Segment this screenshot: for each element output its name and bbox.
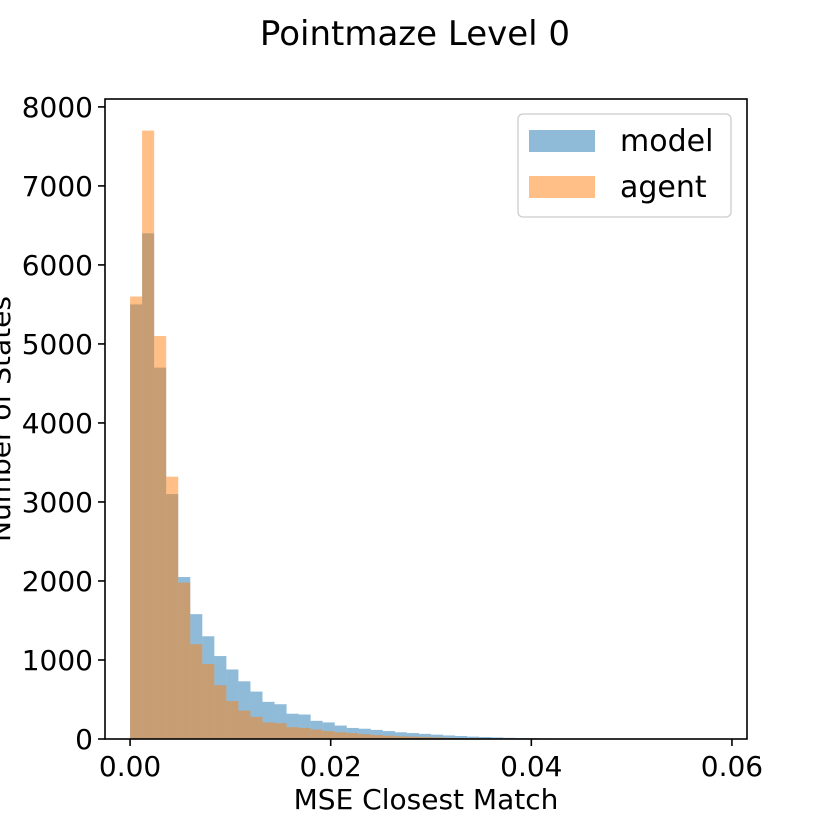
- bar-agent-17: [334, 732, 347, 739]
- bar-agent-20: [370, 735, 383, 739]
- bar-model-20: [370, 729, 383, 739]
- bar-agent-13: [286, 727, 299, 739]
- x-tick-label: 0.06: [701, 750, 763, 783]
- bar-agent-21: [382, 735, 395, 739]
- bar-agent-5: [190, 644, 203, 739]
- bar-agent-12: [274, 723, 287, 739]
- plot-frame: [104, 98, 748, 740]
- y-tick-label: 5000: [22, 328, 93, 361]
- bar-agent-10: [250, 716, 263, 739]
- bar-model-26: [443, 735, 456, 739]
- bar-model-25: [431, 734, 444, 739]
- y-tick-label: 4000: [22, 407, 93, 440]
- chart-title: Pointmaze Level 0: [260, 14, 570, 54]
- histogram-bars: [130, 130, 684, 740]
- x-axis-label: MSE Closest Match: [294, 783, 559, 816]
- bar-agent-14: [298, 727, 311, 739]
- x-axis: 0.00 0.02 0.04 0.06: [99, 739, 763, 783]
- bar-model-21: [382, 731, 395, 739]
- y-axis: 0 1000 2000 3000 4000 5000 6000 7000 8000: [22, 91, 105, 756]
- bar-model-24: [418, 733, 432, 739]
- bar-agent-19: [358, 734, 371, 739]
- bar-model-28: [467, 736, 480, 739]
- legend-swatch-agent: [529, 176, 595, 198]
- bar-agent-3: [166, 476, 179, 739]
- y-tick-label: 6000: [22, 249, 93, 282]
- y-tick-label: 2000: [22, 565, 93, 598]
- y-tick-label: 7000: [22, 170, 93, 203]
- bar-agent-11: [262, 722, 275, 739]
- bar-agent-24: [418, 737, 432, 739]
- bar-agent-15: [310, 729, 323, 739]
- bar-agent-1: [142, 130, 155, 740]
- x-tick-label: 0.00: [99, 750, 161, 783]
- legend-swatch-model: [529, 130, 595, 152]
- legend-label-agent: agent: [620, 170, 707, 205]
- bar-agent-8: [226, 701, 239, 739]
- bar-agent-18: [346, 733, 359, 739]
- y-tick-label: 0: [75, 723, 93, 756]
- y-tick-label: 3000: [22, 486, 93, 519]
- x-tick-label: 0.04: [500, 750, 562, 783]
- bar-agent-2: [154, 336, 167, 739]
- bar-agent-16: [322, 731, 335, 739]
- legend: model agent: [517, 113, 732, 218]
- legend-label-model: model: [620, 124, 713, 159]
- bar-model-22: [394, 732, 407, 739]
- bar-agent-23: [406, 736, 419, 739]
- bar-agent-22: [394, 736, 407, 739]
- bar-agent-7: [214, 685, 227, 739]
- bar-model-23: [406, 733, 419, 739]
- bar-agent-0: [130, 296, 143, 739]
- bar-model-19: [358, 728, 371, 739]
- bar-agent-9: [238, 710, 251, 739]
- bar-model-29: [479, 737, 492, 739]
- bar-agent-6: [202, 663, 215, 739]
- x-tick-label: 0.02: [300, 750, 362, 783]
- bar-model-27: [455, 736, 468, 739]
- y-tick-label: 1000: [22, 644, 93, 677]
- y-tick-label: 8000: [22, 91, 93, 124]
- y-axis-label: Number of States: [0, 296, 17, 542]
- bar-agent-4: [178, 582, 191, 739]
